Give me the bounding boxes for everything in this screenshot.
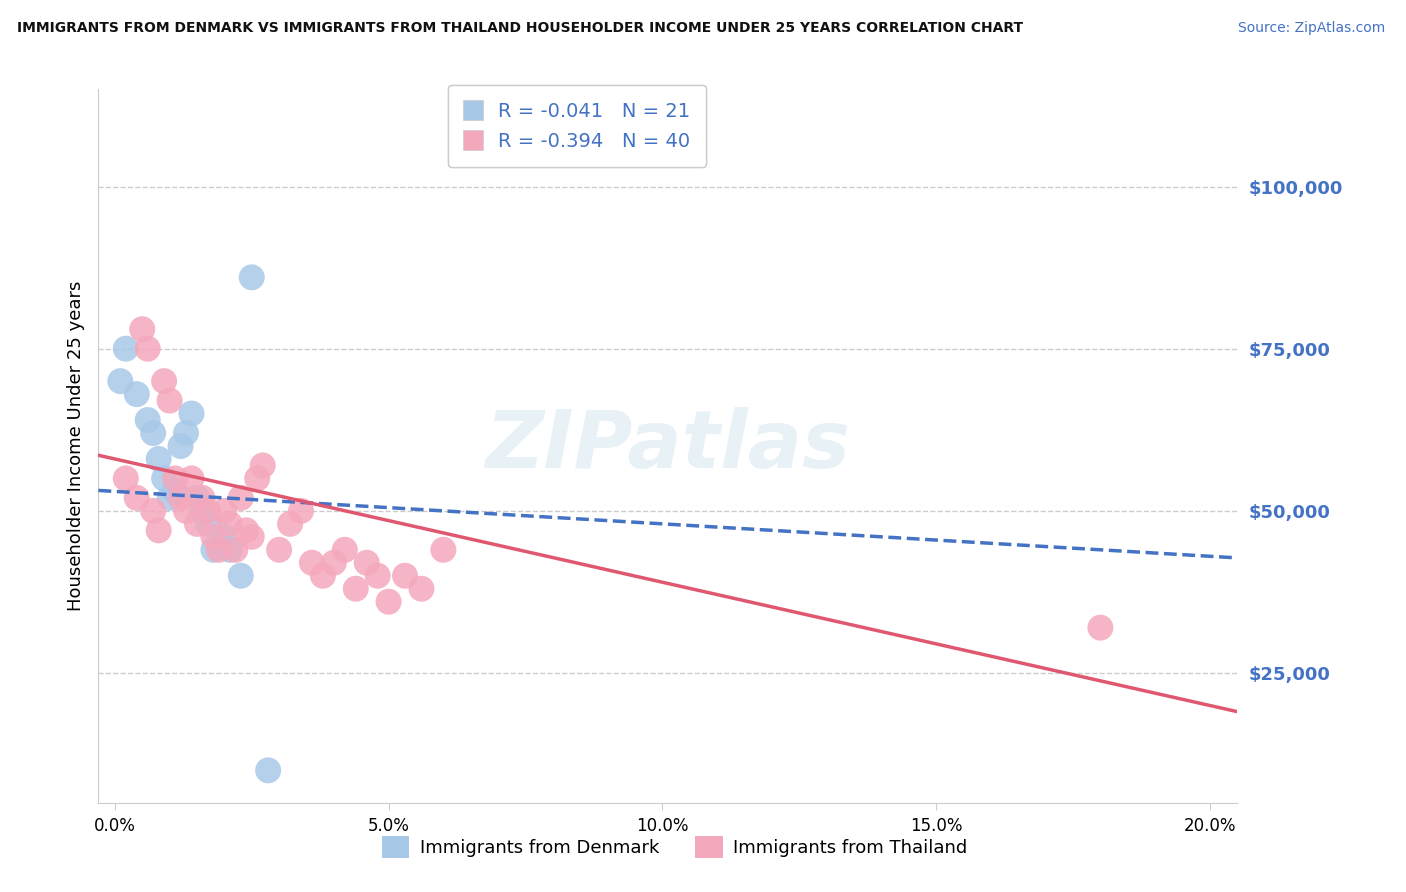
Point bbox=[110, 374, 132, 388]
Point bbox=[114, 471, 136, 485]
Point bbox=[142, 504, 165, 518]
Point bbox=[214, 530, 236, 544]
Point bbox=[224, 542, 246, 557]
Point bbox=[240, 530, 263, 544]
Point bbox=[208, 542, 231, 557]
Point bbox=[191, 504, 214, 518]
Point bbox=[301, 556, 323, 570]
Point bbox=[235, 524, 257, 538]
Point bbox=[180, 407, 202, 421]
Point bbox=[394, 568, 416, 582]
Point bbox=[312, 568, 335, 582]
Point bbox=[278, 516, 301, 531]
Point bbox=[322, 556, 344, 570]
Point bbox=[191, 491, 214, 505]
Point bbox=[257, 764, 280, 778]
Point bbox=[148, 524, 170, 538]
Point bbox=[214, 504, 236, 518]
Y-axis label: Householder Income Under 25 years: Householder Income Under 25 years bbox=[66, 281, 84, 611]
Point bbox=[202, 530, 225, 544]
Point bbox=[169, 439, 191, 453]
Point bbox=[125, 491, 148, 505]
Point bbox=[136, 413, 159, 427]
Point bbox=[246, 471, 269, 485]
Point bbox=[125, 387, 148, 401]
Text: IMMIGRANTS FROM DENMARK VS IMMIGRANTS FROM THAILAND HOUSEHOLDER INCOME UNDER 25 : IMMIGRANTS FROM DENMARK VS IMMIGRANTS FR… bbox=[17, 21, 1024, 35]
Point bbox=[159, 393, 181, 408]
Point bbox=[367, 568, 389, 582]
Point bbox=[356, 556, 378, 570]
Point bbox=[136, 342, 159, 356]
Point bbox=[218, 516, 240, 531]
Point bbox=[252, 458, 274, 473]
Point bbox=[202, 542, 225, 557]
Point bbox=[159, 491, 181, 505]
Point bbox=[142, 425, 165, 440]
Point bbox=[197, 504, 219, 518]
Point bbox=[432, 542, 454, 557]
Point bbox=[153, 471, 176, 485]
Point bbox=[180, 471, 202, 485]
Point bbox=[174, 425, 197, 440]
Point bbox=[114, 342, 136, 356]
Point bbox=[169, 491, 191, 505]
Point bbox=[229, 491, 252, 505]
Point bbox=[148, 452, 170, 467]
Text: ZIPatlas: ZIPatlas bbox=[485, 407, 851, 485]
Point bbox=[197, 516, 219, 531]
Legend: R = -0.041   N = 21, R = -0.394   N = 40: R = -0.041 N = 21, R = -0.394 N = 40 bbox=[447, 85, 706, 167]
Text: Source: ZipAtlas.com: Source: ZipAtlas.com bbox=[1237, 21, 1385, 35]
Point bbox=[131, 322, 153, 336]
Legend: Immigrants from Denmark, Immigrants from Thailand: Immigrants from Denmark, Immigrants from… bbox=[375, 829, 974, 865]
Point bbox=[344, 582, 367, 596]
Point bbox=[240, 270, 263, 285]
Point bbox=[186, 491, 208, 505]
Point bbox=[186, 516, 208, 531]
Point bbox=[269, 542, 291, 557]
Point bbox=[218, 542, 240, 557]
Point bbox=[165, 484, 187, 499]
Point bbox=[229, 568, 252, 582]
Point bbox=[174, 504, 197, 518]
Point bbox=[411, 582, 433, 596]
Point bbox=[290, 504, 312, 518]
Point bbox=[165, 471, 187, 485]
Point bbox=[333, 542, 356, 557]
Point bbox=[377, 595, 399, 609]
Point bbox=[1090, 621, 1112, 635]
Point bbox=[153, 374, 176, 388]
